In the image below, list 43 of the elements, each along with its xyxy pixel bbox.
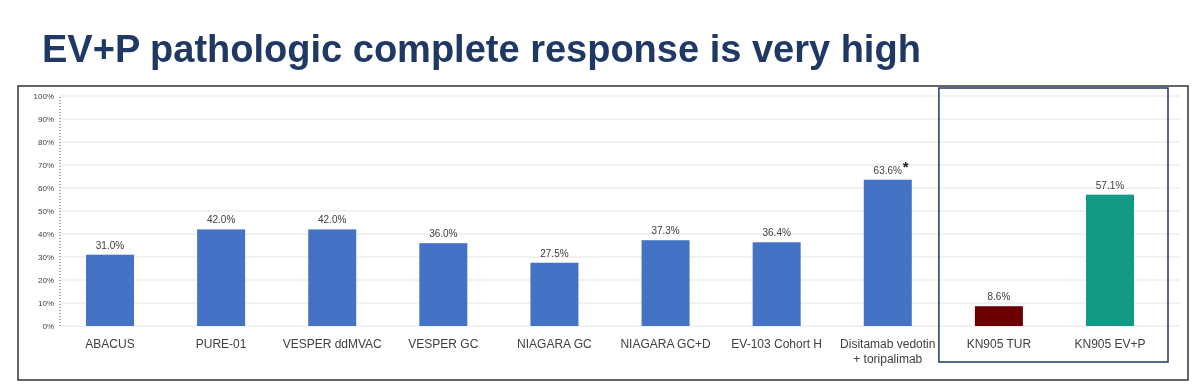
y-tick-label: 0%	[42, 321, 54, 331]
y-tick-label: 30%	[37, 252, 54, 262]
bar	[641, 240, 690, 326]
y-tick-label: 100%	[33, 91, 54, 101]
bar	[308, 229, 357, 326]
data-label: 36.4%	[762, 227, 791, 239]
data-label: 8.6%	[987, 291, 1011, 303]
bar	[974, 306, 1023, 326]
x-tick-label: Disitamab vedotin + toripalimab	[840, 337, 936, 366]
data-label: 31.0%	[95, 239, 125, 251]
bar	[530, 262, 579, 326]
data-label: 63.6%	[873, 164, 903, 176]
y-tick-label: 20%	[37, 275, 54, 285]
y-tick-label: 80%	[37, 137, 54, 147]
y-tick-label: 70%	[37, 160, 54, 170]
data-label: 36.0%	[429, 228, 458, 240]
x-tick-label: KN905 TUR	[966, 337, 1032, 351]
annotation: *	[902, 157, 909, 175]
data-label: 42.0%	[206, 214, 236, 226]
x-tick-label: PURE-01	[195, 337, 247, 351]
bar	[197, 229, 246, 326]
y-tick-label: 90%	[37, 114, 54, 124]
data-label: 42.0%	[318, 214, 347, 226]
chart-title: EV+P pathologic complete response is very high	[42, 28, 921, 70]
data-label: 27.5%	[540, 247, 569, 259]
x-tick-label: NIAGARA GC+D	[620, 337, 712, 351]
data-label: 37.3%	[651, 225, 680, 237]
data-label: 57.1%	[1095, 179, 1125, 191]
x-tick-label: EV-103 Cohort H	[731, 337, 823, 351]
bar	[752, 242, 801, 326]
bar	[86, 254, 134, 326]
x-tick-label: NIAGARA GC	[517, 337, 593, 351]
y-tick-label: 10%	[37, 298, 54, 308]
x-tick-label: ABACUS	[85, 337, 135, 351]
x-tick-label: VESPER GC	[408, 337, 479, 351]
y-tick-label: 60%	[37, 183, 54, 193]
x-tick-label: KN905 EV+P	[1074, 337, 1146, 351]
y-tick-label: 40%	[37, 229, 54, 239]
bar	[863, 179, 912, 326]
bar	[1086, 194, 1134, 326]
x-tick-label: VESPER ddMVAC	[282, 337, 383, 351]
bar	[419, 243, 468, 326]
y-tick-label: 50%	[37, 206, 54, 216]
